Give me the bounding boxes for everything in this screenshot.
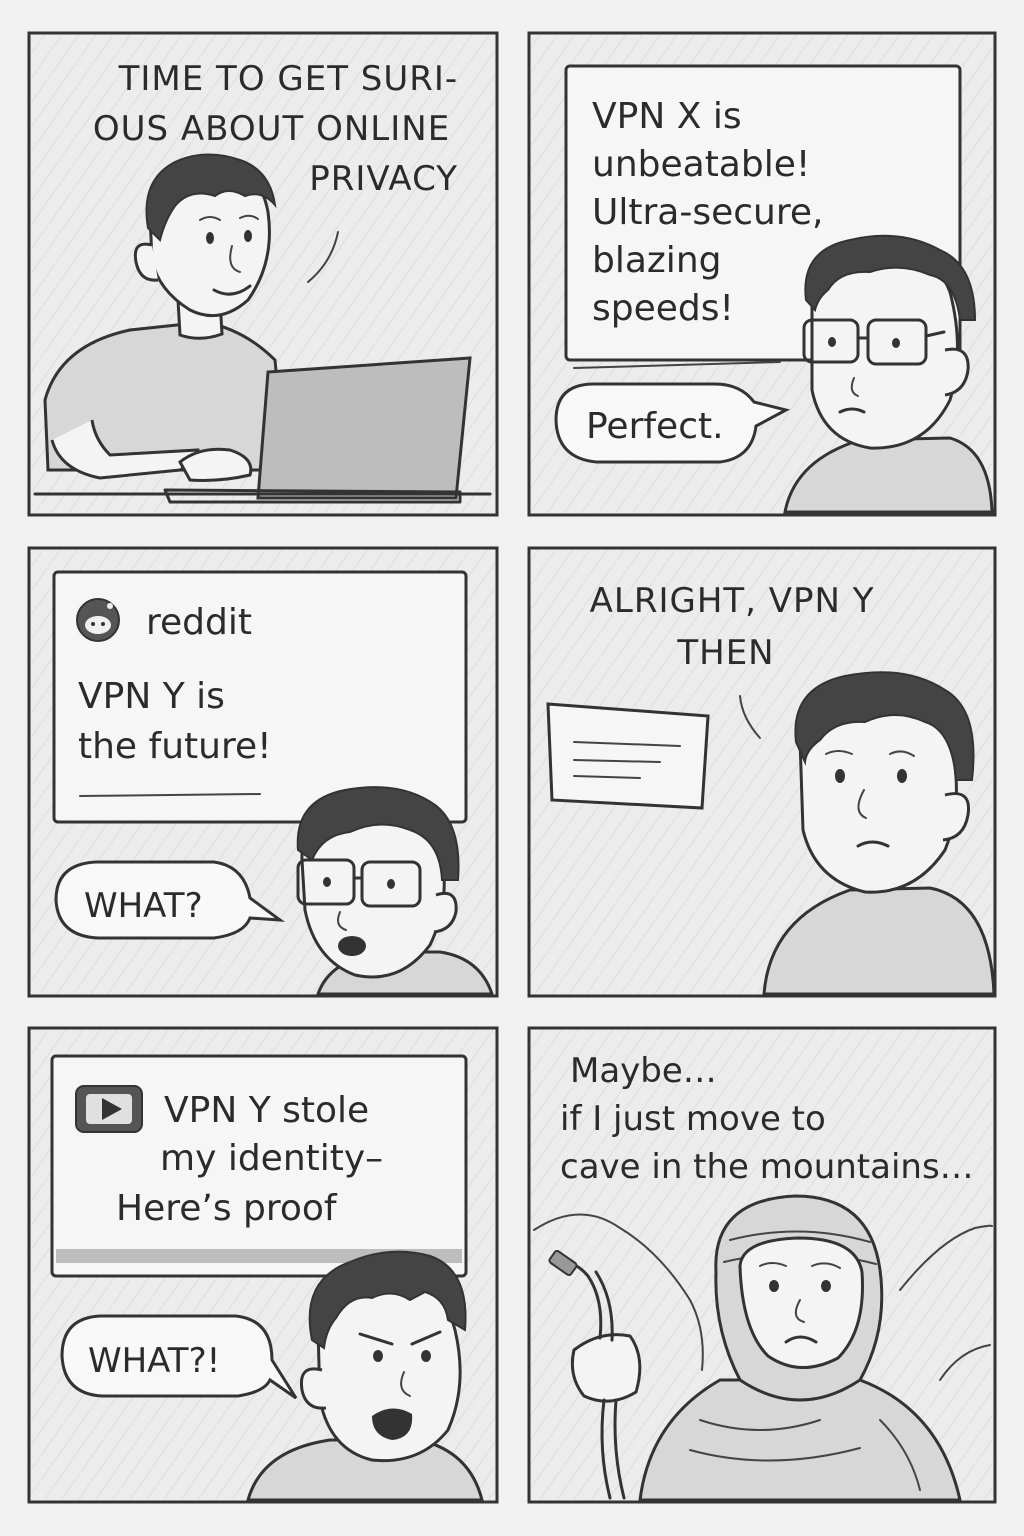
speech-text: WHAT?! <box>88 1341 220 1381</box>
panel-4: ALRIGHT, VPN Y THEN <box>527 546 997 998</box>
monitor-screen: reddit VPN Y is the future! <box>52 570 468 824</box>
character <box>43 153 287 482</box>
speech-text: WHAT? <box>84 886 203 926</box>
site-name: reddit <box>146 602 252 643</box>
post-text-line: VPN Y is <box>78 676 225 717</box>
character <box>296 786 495 996</box>
mountains <box>533 1213 993 1381</box>
panel-2: VPN X is unbeatable! Ultra-secure, blazi… <box>527 31 997 517</box>
character <box>246 1250 484 1502</box>
glasses <box>296 858 422 908</box>
post-text-line: the future! <box>78 726 272 767</box>
wall-note <box>546 702 710 810</box>
screen-text-line: Ultra-secure, <box>592 192 823 233</box>
screen-text-line: blazing <box>592 240 721 281</box>
play-icon <box>75 1085 143 1133</box>
svg-text:VPN X is unbeatable!: VPN X is unbeatable! Ultra-secure, blazi… <box>592 96 835 329</box>
caption-line: TIME TO GET SURI- <box>118 59 459 99</box>
caption-line: THEN <box>676 633 774 673</box>
character <box>762 671 996 996</box>
caption-line: ALRIGHT, VPN Y <box>590 581 875 621</box>
svg-text:TIME TO GET SURI- OUS AB: TIME TO GET SURI- OUS ABOUT ONLINE PRIVA… <box>93 59 470 199</box>
character <box>783 234 994 514</box>
panel-6: Maybe… if I just move to cave in the mou… <box>527 1026 997 1504</box>
caption-line: PRIVACY <box>309 159 458 199</box>
panel-1: TIME TO GET SURI- OUS ABOUT ONLINE PRIVA… <box>27 31 499 517</box>
caption-line: cave in the mountains… <box>560 1147 974 1187</box>
monitor-screen: VPN Y stole my identity– Here’s proof <box>50 1054 468 1278</box>
svg-text:VPN Y is the future!: VPN Y is the future! <box>78 676 272 767</box>
video-title-line: my identity– <box>160 1138 383 1179</box>
screen-text-line: unbeatable! <box>592 144 810 185</box>
speech-text: Perfect. <box>586 406 724 447</box>
speech-bubble: Perfect. <box>554 382 791 464</box>
glasses <box>802 318 946 366</box>
character <box>548 1194 962 1502</box>
svg-text:ALRIGHT, VPN Y THEN: ALRIGHT, VPN Y THEN <box>590 581 887 673</box>
screen-text-line: speeds! <box>592 288 734 329</box>
svg-text:VPN Y stole my identit: VPN Y stole my identity– Here’s proof <box>116 1090 395 1229</box>
svg-text:Maybe… if I just move to: Maybe… if I just move to cave in the mou… <box>560 1051 974 1187</box>
panel-5: VPN Y stole my identity– Here’s proof WH… <box>27 1026 499 1504</box>
panel-3: reddit VPN Y is the future! WHAT? <box>27 546 499 998</box>
caption-line: Maybe… <box>570 1051 717 1091</box>
speech-bubble: WHAT? <box>54 860 286 940</box>
reddit-icon <box>76 598 120 642</box>
speech-bubble: WHAT?! <box>60 1314 298 1400</box>
screen-text-line: VPN X is <box>592 96 742 137</box>
video-title-line: VPN Y stole <box>164 1090 369 1131</box>
laptop <box>163 356 472 504</box>
caption-line: if I just move to <box>560 1099 826 1139</box>
video-title-line: Here’s proof <box>116 1188 338 1229</box>
caption-line: OUS ABOUT ONLINE <box>93 109 450 149</box>
